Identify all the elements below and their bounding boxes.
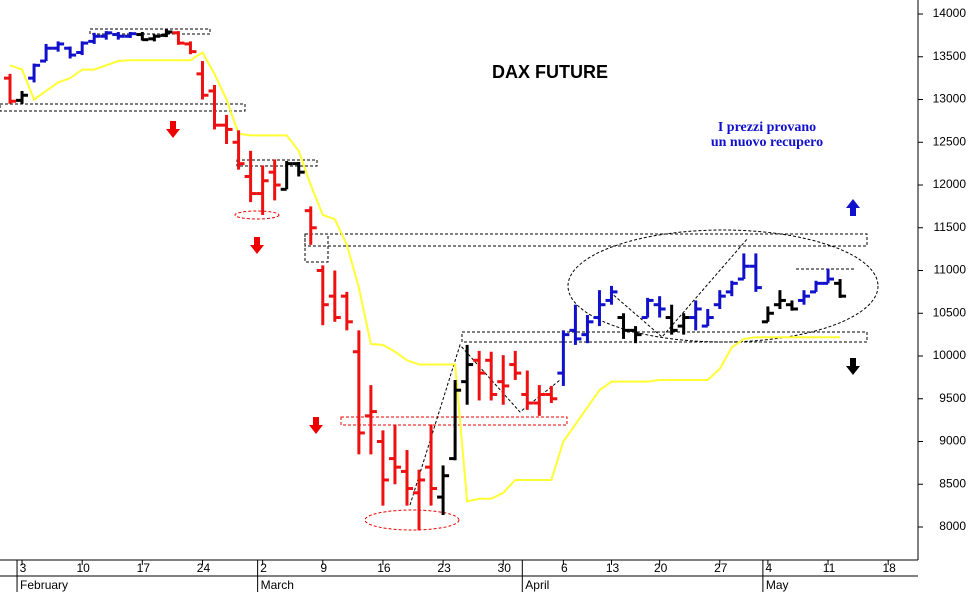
trend-line: [609, 237, 749, 338]
down-arrow: [846, 358, 860, 375]
x-tick-label: 20: [654, 561, 668, 575]
annotation: un nuovo recupero: [711, 135, 823, 150]
x-tick-label: 30: [498, 561, 512, 575]
resistance-box: [0, 103, 246, 112]
arrows: [166, 121, 860, 434]
up-arrow: [846, 199, 860, 216]
support-box: [461, 331, 868, 343]
down-arrow: [166, 121, 180, 138]
y-tick-label: 12500: [933, 134, 967, 148]
x-tick-label: 3: [20, 561, 27, 575]
range-ellipse: [567, 229, 879, 343]
x-tick-label: 16: [377, 561, 391, 575]
x-tick-label: 10: [77, 561, 91, 575]
month-label: May: [766, 578, 789, 592]
y-tick-label: 10500: [933, 305, 967, 319]
month-label: February: [20, 578, 68, 592]
low-ellipse: [234, 210, 280, 220]
down-arrow: [309, 417, 323, 434]
y-tick-label: 14000: [933, 6, 967, 20]
x-tick-label: 6: [561, 561, 568, 575]
month-label: April: [525, 578, 549, 592]
chart-title: DAX FUTURE: [492, 62, 608, 82]
x-tick-label: 23: [437, 561, 451, 575]
month-label: March: [261, 578, 294, 592]
x-tick-label: 27: [714, 561, 728, 575]
x-tick-label: 2: [260, 561, 267, 575]
resistance-box: [236, 159, 318, 167]
x-tick-label: 18: [883, 561, 897, 575]
y-tick-label: 9000: [939, 434, 966, 448]
annotation: I prezzi provano: [718, 120, 816, 135]
resistance-box: [89, 28, 211, 35]
x-tick-label: 11: [823, 561, 836, 575]
y-tick-label: 8000: [939, 519, 966, 533]
x-tick-label: 4: [766, 561, 773, 575]
y-tick-label: 8500: [939, 476, 966, 490]
down-arrow: [250, 237, 264, 254]
y-tick-label: 13500: [933, 49, 967, 63]
x-tick-label: 13: [606, 561, 620, 575]
y-tick-label: 12000: [933, 177, 967, 191]
y-tick-label: 11500: [934, 220, 967, 234]
low-ellipse: [364, 509, 460, 531]
y-tick-label: 11000: [934, 263, 967, 277]
y-tick-label: 13000: [933, 92, 967, 106]
x-tick-label: 9: [320, 561, 327, 575]
y-tick-label: 9500: [939, 391, 966, 405]
x-tick-label: 24: [197, 561, 211, 575]
y-tick-label: 10000: [933, 348, 967, 362]
x-tick-label: 17: [137, 561, 151, 575]
overlay-line: [9, 51, 841, 503]
gap-box: [304, 233, 329, 263]
